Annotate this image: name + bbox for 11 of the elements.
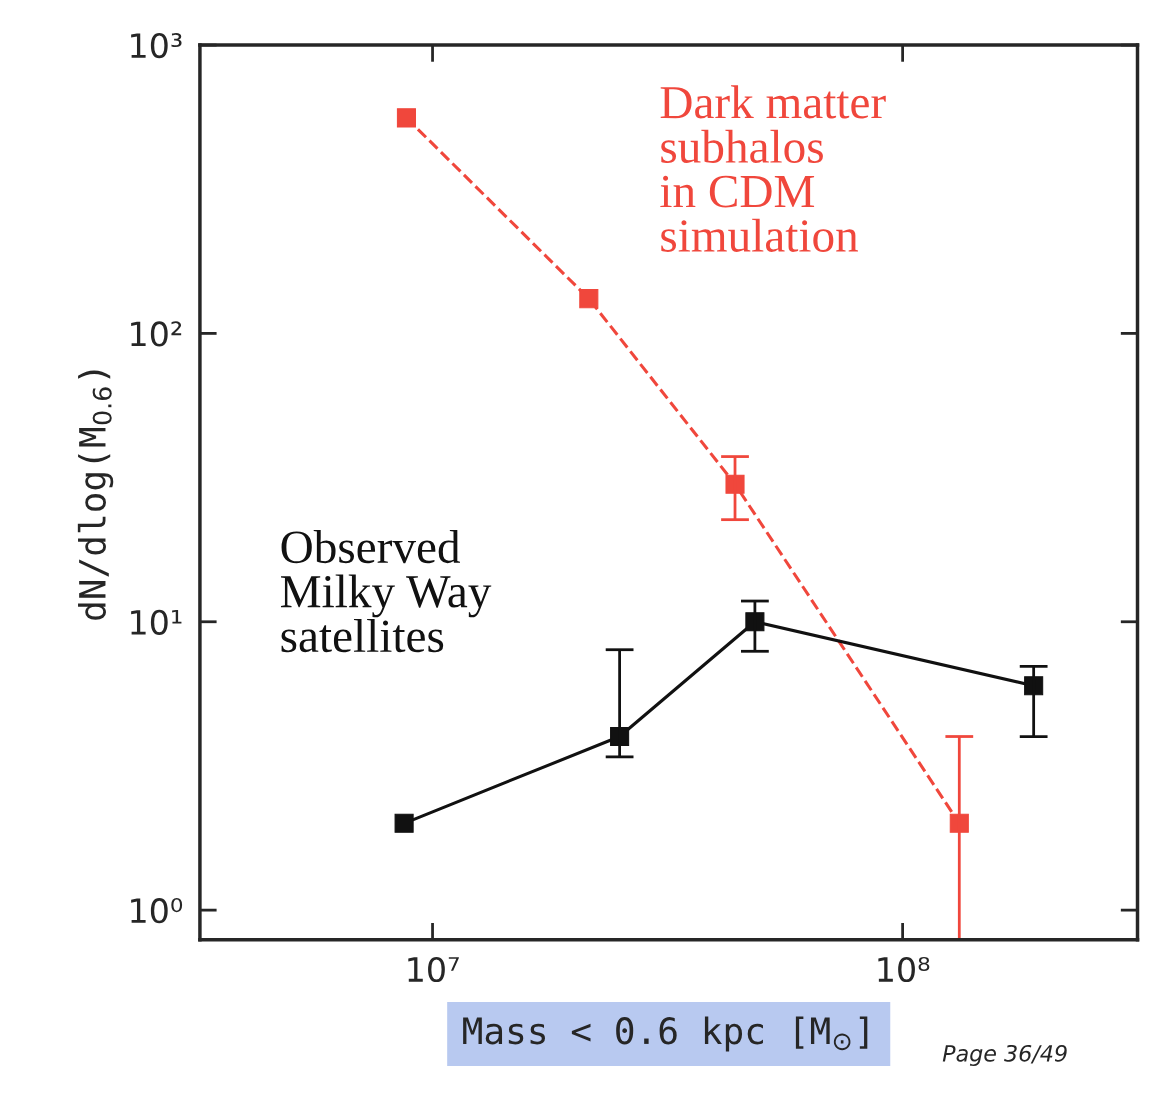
x-axis-title: Mass < 0.6 kpc [M$_{⊙}$] [463, 1016, 868, 1052]
y-tick-label: 10³ [131, 32, 182, 59]
text: Observed Milky Way satellites [280, 529, 492, 653]
x-tick-label: 10⁸ [878, 956, 930, 983]
y-tick-label: 10² [131, 321, 182, 347]
y-axis-title: dN/dlog(M$_{0.6}$) [77, 370, 114, 620]
x-tick-label: 10⁷ [408, 956, 459, 983]
text: Page 36/49 [942, 1044, 1067, 1067]
series-label: Dark matter subhalos in CDM simulation [660, 85, 886, 252]
y-tick-label: 10⁰ [131, 898, 183, 924]
y-tick-label: 10¹ [131, 609, 182, 635]
